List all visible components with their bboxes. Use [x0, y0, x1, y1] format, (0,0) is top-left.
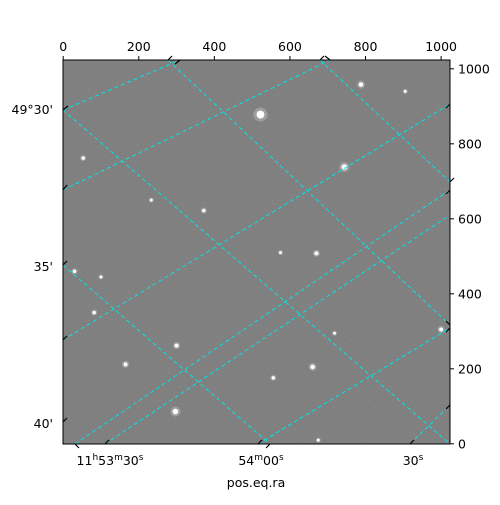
star-20 [316, 438, 320, 442]
world-tick-mark [62, 105, 69, 111]
grid-line-11 [319, 60, 450, 183]
world-tick-mark [104, 439, 110, 445]
star-17 [439, 327, 444, 332]
star-11 [92, 310, 96, 315]
star-6 [149, 198, 153, 202]
x-tick-label: 600 [278, 39, 302, 54]
world-tick-mark [324, 55, 331, 61]
y-tick-label: 1000 [458, 61, 490, 76]
x-tick-label: 1000 [425, 39, 457, 54]
grid-line-7 [409, 404, 450, 444]
plot-frame [62, 59, 451, 445]
grid-line-5 [104, 214, 450, 444]
ra-tick-label-1: 11h53m30s [77, 453, 144, 468]
star-layer [71, 80, 445, 443]
grid-line-2 [63, 60, 331, 191]
world-axis-ticks [62, 55, 455, 449]
world-tick-mark [445, 103, 451, 109]
world-tick-mark [74, 443, 80, 449]
world-tick-mark [445, 404, 451, 410]
star-4 [81, 156, 85, 160]
world-tick-mark [445, 189, 451, 195]
grid-line-9 [63, 109, 450, 444]
grid-line-1 [63, 60, 181, 111]
y-tick-label: 800 [458, 136, 482, 151]
dec-tick-label-1: 49°30' [12, 102, 54, 117]
world-tick-mark [409, 439, 415, 445]
sky-image-noise [63, 60, 450, 444]
star-9 [72, 269, 77, 274]
ra-tick-label-3: 30s [403, 453, 424, 468]
coordinate-grid [63, 60, 450, 444]
world-tick-mark [174, 59, 181, 65]
star-14 [310, 364, 315, 370]
grid-line-3 [63, 103, 450, 341]
world-tick-mark [445, 327, 451, 333]
world-tick-mark [62, 260, 68, 266]
star-3 [341, 164, 348, 170]
grid-line-6 [257, 327, 450, 444]
dec-tick-label-2: 35' [34, 259, 53, 274]
star-2 [358, 82, 364, 87]
star-8 [279, 251, 282, 254]
world-tick-mark [265, 443, 271, 449]
x-tick-label: 400 [202, 39, 226, 54]
star-13 [123, 362, 128, 367]
world-tick-mark [62, 335, 68, 341]
pixel-axis-ticks: 0 200 400 600 800 1000 0 200 400 600 800 1000 [59, 39, 490, 451]
world-tick-mark [445, 320, 451, 326]
star-15 [271, 376, 276, 380]
grid-line-10 [63, 264, 271, 444]
star-10 [99, 275, 103, 279]
x-axis-label: pos.eq.ra [227, 475, 285, 490]
star-19 [403, 89, 407, 93]
world-tick-mark [449, 177, 455, 183]
star-12 [174, 343, 179, 348]
grid-line-8 [167, 60, 450, 326]
x-tick-label: 800 [354, 39, 378, 54]
x-tick-label: 200 [127, 39, 151, 54]
ra-tick-label-2: 54m00s [238, 453, 284, 468]
star-18 [333, 331, 336, 335]
y-tick-label: 0 [458, 436, 466, 451]
dec-tick-label-3: 40' [34, 416, 53, 431]
star-5 [202, 208, 206, 213]
world-tick-mark [62, 184, 68, 191]
y-tick-label: 200 [458, 361, 482, 376]
star-16 [172, 408, 179, 415]
world-tick-mark [319, 55, 325, 61]
y-tick-label: 600 [458, 211, 482, 226]
x-tick-label: 0 [59, 39, 67, 54]
star-7 [314, 251, 319, 256]
world-tick-mark [62, 417, 68, 423]
world-tick-mark [257, 439, 263, 445]
world-tick-mark [167, 55, 173, 61]
y-tick-label: 400 [458, 286, 482, 301]
star-1 [256, 110, 265, 119]
grid-line-4 [74, 189, 450, 444]
